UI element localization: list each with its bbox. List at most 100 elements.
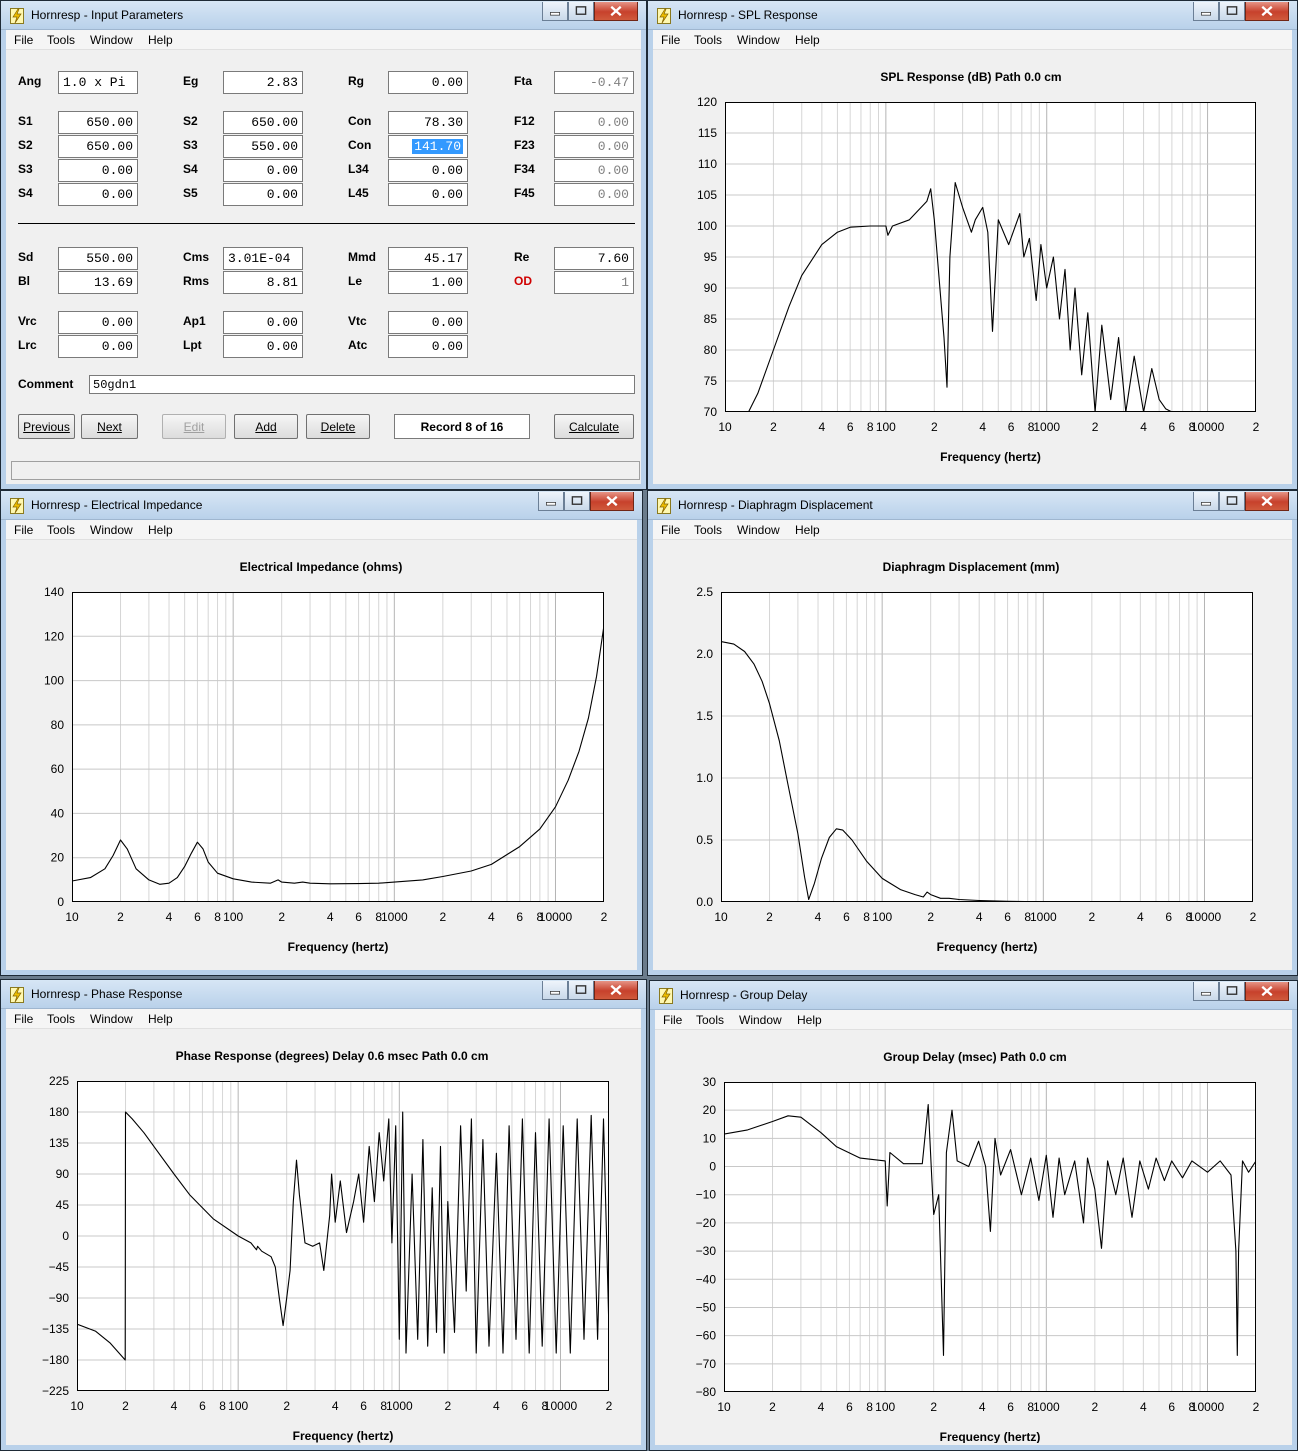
- param-field-le[interactable]: 1.00: [388, 271, 468, 294]
- minimize-button[interactable]: [1193, 492, 1219, 511]
- param-field-cms[interactable]: 3.01E-04: [223, 247, 303, 270]
- maximize-button[interactable]: [564, 492, 590, 511]
- param-field-fta[interactable]: -0.47: [554, 71, 634, 94]
- param-field-lrc[interactable]: 0.00: [58, 335, 138, 358]
- menu-window[interactable]: Window: [90, 1012, 133, 1026]
- minimize-button[interactable]: [1193, 2, 1219, 21]
- param-field-s5[interactable]: 0.00: [223, 183, 303, 206]
- minimize-button[interactable]: [538, 492, 564, 511]
- title-bar[interactable]: Hornresp - Input Parameters: [1, 1, 646, 30]
- menu-tools[interactable]: Tools: [47, 33, 76, 47]
- close-button[interactable]: [1245, 2, 1289, 21]
- menu-window[interactable]: Window: [739, 1013, 782, 1027]
- param-field-re[interactable]: 7.60: [554, 247, 634, 270]
- param-field-lpt[interactable]: 0.00: [223, 335, 303, 358]
- chart-title: Electrical Impedance (ohms): [240, 560, 403, 574]
- maximize-button[interactable]: [1219, 982, 1245, 1001]
- menu-tools[interactable]: Tools: [47, 1012, 76, 1026]
- x-tick-label: 4: [332, 1399, 339, 1413]
- maximize-button[interactable]: [1219, 2, 1245, 21]
- x-tick-label: 4: [818, 1400, 825, 1414]
- maximize-button[interactable]: [568, 2, 594, 21]
- menu-file[interactable]: File: [661, 33, 681, 47]
- menu-window[interactable]: Window: [90, 523, 133, 537]
- param-field-l45[interactable]: 0.00: [388, 183, 468, 206]
- param-field-f45[interactable]: 0.00: [554, 183, 634, 206]
- param-field-l34[interactable]: 0.00: [388, 159, 468, 182]
- close-button[interactable]: [590, 492, 634, 511]
- param-field-mmd[interactable]: 45.17: [388, 247, 468, 270]
- param-field-s3[interactable]: 550.00: [223, 135, 303, 158]
- param-field-vrc[interactable]: 0.00: [58, 311, 138, 334]
- comment-field[interactable]: 50gdn1: [89, 375, 635, 394]
- maximize-button[interactable]: [568, 981, 594, 1000]
- title-bar[interactable]: Hornresp - SPL Response: [648, 1, 1297, 30]
- param-field-rms[interactable]: 8.81: [223, 271, 303, 294]
- param-field-ang[interactable]: 1.0 x Pi: [58, 71, 138, 94]
- param-field-f34[interactable]: 0.00: [554, 159, 634, 182]
- param-field-s1[interactable]: 650.00: [58, 111, 138, 134]
- param-field-s4[interactable]: 0.00: [223, 159, 303, 182]
- x-tick-label: 8: [1189, 1400, 1196, 1414]
- param-field-con[interactable]: 78.30: [388, 111, 468, 134]
- menu-help[interactable]: Help: [795, 523, 820, 537]
- delete-button-label: Delete: [320, 420, 356, 434]
- previous-button[interactable]: Previous: [18, 414, 75, 439]
- param-label-f45: F45: [514, 186, 535, 200]
- title-bar[interactable]: Hornresp - Group Delay: [650, 981, 1297, 1010]
- menu-help[interactable]: Help: [148, 1012, 173, 1026]
- menu-window[interactable]: Window: [737, 33, 780, 47]
- minimize-button[interactable]: [542, 981, 568, 1000]
- title-bar[interactable]: Hornresp - Phase Response: [1, 980, 646, 1009]
- title-bar[interactable]: Hornresp - Electrical Impedance: [1, 491, 642, 520]
- param-field-con[interactable]: 141.70: [388, 135, 468, 158]
- minimize-button[interactable]: [542, 2, 568, 21]
- param-field-eg[interactable]: 2.83: [223, 71, 303, 94]
- close-button[interactable]: [1245, 492, 1289, 511]
- menu-window[interactable]: Window: [90, 33, 133, 47]
- param-field-s2[interactable]: 650.00: [223, 111, 303, 134]
- menu-file[interactable]: File: [663, 1013, 683, 1027]
- add-button[interactable]: Add: [234, 414, 298, 439]
- calculate-button[interactable]: Calculate: [554, 414, 634, 439]
- menu-file[interactable]: File: [661, 523, 681, 537]
- y-tick-label: 110: [698, 157, 717, 171]
- close-icon: [606, 495, 618, 507]
- edit-button[interactable]: Edit: [162, 414, 226, 439]
- param-field-s3[interactable]: 0.00: [58, 159, 138, 182]
- param-field-f23[interactable]: 0.00: [554, 135, 634, 158]
- param-field-f12[interactable]: 0.00: [554, 111, 634, 134]
- delete-button[interactable]: Delete: [306, 414, 370, 439]
- menu-tools[interactable]: Tools: [47, 523, 76, 537]
- menu-help[interactable]: Help: [797, 1013, 822, 1027]
- minimize-button[interactable]: [1193, 982, 1219, 1001]
- param-field-atc[interactable]: 0.00: [388, 335, 468, 358]
- param-label-s5: S5: [183, 186, 198, 200]
- menu-help[interactable]: Help: [795, 33, 820, 47]
- menu-file[interactable]: File: [14, 1012, 34, 1026]
- param-field-vtc[interactable]: 0.00: [388, 311, 468, 334]
- menu-help[interactable]: Help: [148, 33, 173, 47]
- param-field-ap1[interactable]: 0.00: [223, 311, 303, 334]
- menu-tools[interactable]: Tools: [694, 33, 723, 47]
- close-button[interactable]: [1245, 982, 1289, 1001]
- next-button[interactable]: Next: [81, 414, 138, 439]
- close-button[interactable]: [594, 981, 638, 1000]
- maximize-button[interactable]: [1219, 492, 1245, 511]
- param-field-bl[interactable]: 13.69: [58, 271, 138, 294]
- x-tick-label: 8: [375, 910, 382, 924]
- menu-window[interactable]: Window: [737, 523, 780, 537]
- param-field-s2[interactable]: 650.00: [58, 135, 138, 158]
- param-field-od[interactable]: 1: [554, 271, 634, 294]
- menu-tools[interactable]: Tools: [694, 523, 723, 537]
- menu-file[interactable]: File: [14, 523, 34, 537]
- menu-tools[interactable]: Tools: [696, 1013, 725, 1027]
- param-field-s4[interactable]: 0.00: [58, 183, 138, 206]
- menu-help[interactable]: Help: [148, 523, 173, 537]
- chart-title: Phase Response (degrees) Delay 0.6 msec …: [176, 1049, 489, 1063]
- param-field-sd[interactable]: 550.00: [58, 247, 138, 270]
- title-bar[interactable]: Hornresp - Diaphragm Displacement: [648, 491, 1297, 520]
- menu-file[interactable]: File: [14, 33, 34, 47]
- param-field-rg[interactable]: 0.00: [388, 71, 468, 94]
- close-button[interactable]: [594, 2, 638, 21]
